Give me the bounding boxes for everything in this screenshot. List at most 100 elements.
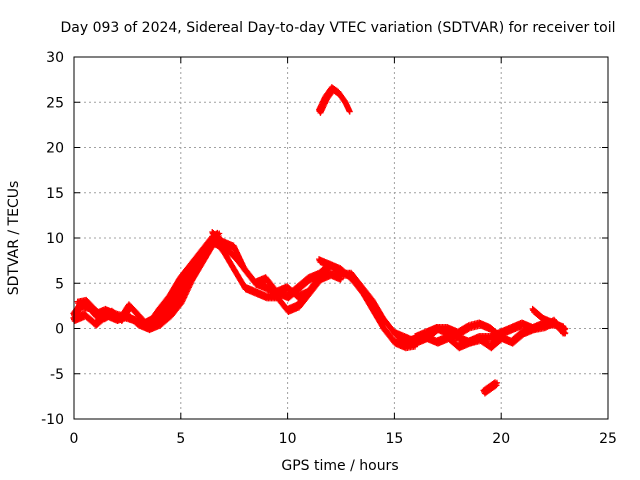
data-point: [348, 271, 355, 278]
data-point: [295, 293, 302, 300]
data-point: [323, 94, 330, 101]
data-point: [241, 284, 248, 291]
data-point: [167, 293, 174, 300]
data-point: [466, 339, 473, 346]
series-arc-1: [70, 229, 223, 329]
data-point: [316, 108, 323, 115]
data-point: [188, 275, 195, 282]
data-point: [263, 293, 270, 300]
data-point: [167, 311, 174, 318]
data-point: [338, 271, 344, 278]
data-point: [177, 298, 184, 305]
y-tick-label: -10: [41, 412, 64, 428]
data-point: [75, 300, 82, 307]
data-point: [126, 302, 133, 309]
data-point: [92, 320, 99, 327]
y-tick-label: 20: [46, 141, 64, 157]
axis-ticks: 0 5 10 15 20 25 -10 -5 0 5 10 15 20 25 30: [41, 50, 617, 447]
x-tick-label: 25: [599, 431, 617, 447]
data-point: [316, 257, 323, 264]
data-point: [487, 334, 494, 341]
data-point: [156, 320, 163, 327]
data-point: [551, 320, 558, 327]
data-point: [305, 289, 312, 296]
data-point: [220, 239, 227, 246]
data-point: [252, 289, 259, 296]
data-point: [346, 108, 353, 115]
series-arc-4: [209, 228, 344, 302]
data-point: [327, 262, 334, 269]
x-tick-label: 20: [492, 431, 510, 447]
x-tick-label: 0: [70, 431, 79, 447]
data-point: [284, 293, 291, 300]
data-point: [342, 99, 349, 106]
data-point: [519, 320, 526, 327]
data-point: [92, 307, 99, 314]
data-point: [455, 330, 462, 337]
data-point: [487, 325, 494, 332]
data-point: [508, 325, 515, 332]
series-arc-5: [209, 233, 312, 315]
data-point: [231, 244, 238, 251]
data-point: [241, 266, 248, 273]
y-tick-label: 5: [55, 276, 64, 292]
series-arc-10: [316, 84, 353, 116]
data-point: [81, 311, 88, 318]
data-point: [444, 334, 451, 341]
data-point: [305, 275, 312, 282]
data-point: [487, 384, 494, 391]
grid-lines: [74, 57, 608, 419]
data-point: [145, 325, 152, 332]
data-point: [135, 311, 142, 318]
data-points: [70, 84, 569, 397]
x-tick-label: 5: [176, 431, 185, 447]
data-point: [476, 320, 483, 327]
data-point: [231, 266, 238, 273]
data-point: [391, 330, 398, 337]
data-point: [124, 311, 131, 318]
x-axis-label: GPS time / hours: [281, 458, 398, 474]
data-point: [263, 284, 270, 291]
y-tick-label: 10: [46, 231, 64, 247]
data-point: [335, 90, 342, 97]
x-tick-label: 10: [279, 431, 297, 447]
data-point: [199, 257, 206, 264]
data-point: [540, 316, 547, 323]
y-tick-label: 0: [55, 322, 64, 338]
y-tick-label: 25: [46, 95, 64, 111]
data-point: [135, 320, 142, 327]
y-tick-label: -5: [50, 367, 64, 383]
data-point: [530, 307, 537, 314]
chart-title: Day 093 of 2024, Sidereal Day-to-day VTE…: [60, 20, 615, 36]
data-point: [481, 388, 488, 395]
data-point: [209, 235, 216, 241]
data-point: [508, 339, 515, 346]
data-point: [530, 325, 537, 332]
data-point: [562, 330, 569, 337]
data-point: [220, 248, 227, 255]
y-tick-label: 30: [46, 50, 64, 66]
data-point: [455, 343, 462, 350]
data-point: [466, 323, 473, 330]
data-point: [252, 280, 259, 287]
data-point: [476, 336, 483, 343]
data-point: [380, 325, 387, 332]
data-point: [540, 323, 547, 330]
data-point: [380, 316, 387, 323]
data-point: [370, 298, 377, 305]
data-point: [434, 325, 441, 332]
data-point: [295, 302, 302, 309]
data-point: [273, 293, 280, 300]
data-point: [103, 311, 110, 318]
data-point: [167, 302, 174, 309]
data-point: [329, 85, 336, 92]
data-point: [316, 275, 323, 282]
y-axis-label: SDTVAR / TECUs: [6, 181, 22, 296]
data-point: [284, 307, 291, 314]
y-tick-label: 15: [46, 186, 64, 202]
series-segment: [341, 97, 353, 115]
data-point: [359, 284, 366, 291]
x-tick-label: 15: [385, 431, 403, 447]
data-point: [434, 339, 441, 346]
